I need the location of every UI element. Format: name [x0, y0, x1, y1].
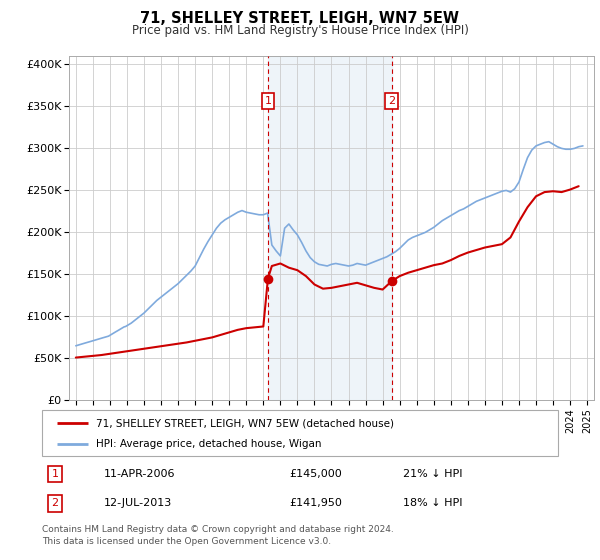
Text: 1: 1: [265, 96, 271, 106]
Text: 18% ↓ HPI: 18% ↓ HPI: [403, 498, 463, 508]
Text: 2: 2: [52, 498, 58, 508]
Text: 71, SHELLEY STREET, LEIGH, WN7 5EW: 71, SHELLEY STREET, LEIGH, WN7 5EW: [140, 11, 460, 26]
FancyBboxPatch shape: [42, 410, 558, 456]
Text: 2: 2: [388, 96, 395, 106]
Text: 21% ↓ HPI: 21% ↓ HPI: [403, 469, 463, 479]
Text: 12-JUL-2013: 12-JUL-2013: [104, 498, 172, 508]
Text: Price paid vs. HM Land Registry's House Price Index (HPI): Price paid vs. HM Land Registry's House …: [131, 24, 469, 36]
Bar: [268, 56, 392, 400]
Text: Contains HM Land Registry data © Crown copyright and database right 2024.
This d: Contains HM Land Registry data © Crown c…: [42, 525, 394, 546]
Text: 71, SHELLEY STREET, LEIGH, WN7 5EW (detached house): 71, SHELLEY STREET, LEIGH, WN7 5EW (deta…: [96, 418, 394, 428]
Text: £141,950: £141,950: [290, 498, 343, 508]
Text: HPI: Average price, detached house, Wigan: HPI: Average price, detached house, Wiga…: [96, 440, 322, 450]
Text: 11-APR-2006: 11-APR-2006: [104, 469, 175, 479]
Text: £145,000: £145,000: [290, 469, 343, 479]
Text: 1: 1: [52, 469, 58, 479]
